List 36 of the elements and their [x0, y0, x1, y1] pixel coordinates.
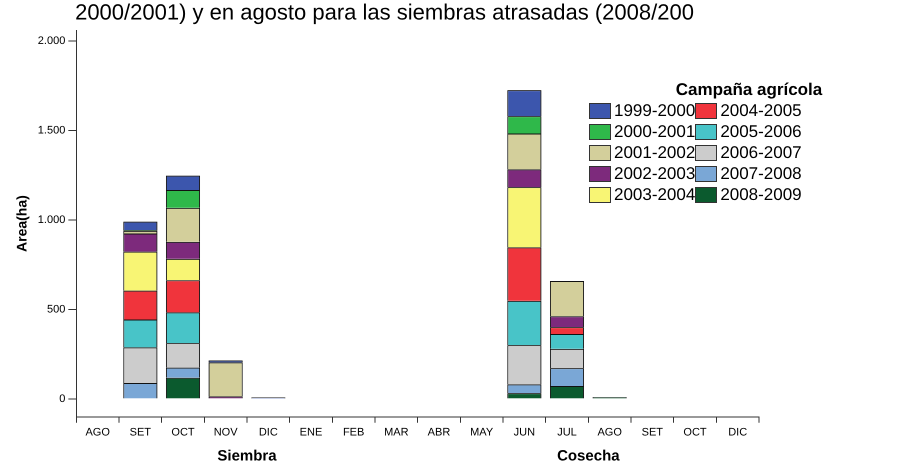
- x-tick-label: SET: [130, 426, 152, 438]
- y-tick-label: 1.500: [38, 124, 66, 137]
- x-tick-label: DIC: [258, 426, 278, 438]
- legend-label: 2002-2003: [614, 163, 696, 184]
- legend-label: 2004-2005: [720, 100, 802, 121]
- y-axis-title: Area(ha): [13, 195, 30, 252]
- legend-label: 2007-2008: [720, 163, 802, 184]
- legend-label: 2008-2009: [720, 184, 802, 205]
- x-tick-label: ENE: [300, 426, 322, 438]
- text: Cosecha: [557, 448, 620, 465]
- y-tick-label: 0: [59, 392, 66, 405]
- x-tick-label: OCT: [683, 426, 707, 438]
- x-tick-label: JUN: [514, 426, 536, 438]
- y-tick-label: 500: [46, 304, 66, 316]
- chart-title: 2000/2001) y en agosto para las siembras atrasadas (2008/200: [75, 0, 694, 24]
- x-tick-label: DIC: [728, 426, 748, 438]
- x-tick-label: JUL: [557, 426, 577, 438]
- x-tick-label: NOV: [214, 426, 238, 438]
- x-tick-label: OCT: [171, 426, 195, 438]
- y-tick-label: 1.000: [38, 214, 66, 226]
- legend-title: Campaña agrícola: [674, 80, 824, 100]
- legend-label: 2006-2007: [720, 142, 802, 163]
- legend-label: 2005-2006: [720, 121, 802, 142]
- legend-label: 1999-2000: [614, 100, 696, 121]
- x-tick-label: ABR: [428, 426, 450, 438]
- y-tick-label: 2.000: [38, 35, 66, 48]
- x-tick-label: FEB: [342, 426, 364, 438]
- x-tick-label: AGO: [85, 426, 110, 438]
- x-tick-label: SET: [642, 426, 664, 438]
- legend-label: 2001-2002: [614, 142, 696, 163]
- legend-label: 2000-2001: [614, 121, 696, 142]
- text: Siembra: [217, 448, 278, 465]
- x-tick-label: AGO: [597, 426, 622, 438]
- legend-label: 2003-2004: [614, 184, 696, 205]
- x-tick-label: MAY: [470, 426, 494, 438]
- x-tick-label: MAR: [384, 426, 409, 438]
